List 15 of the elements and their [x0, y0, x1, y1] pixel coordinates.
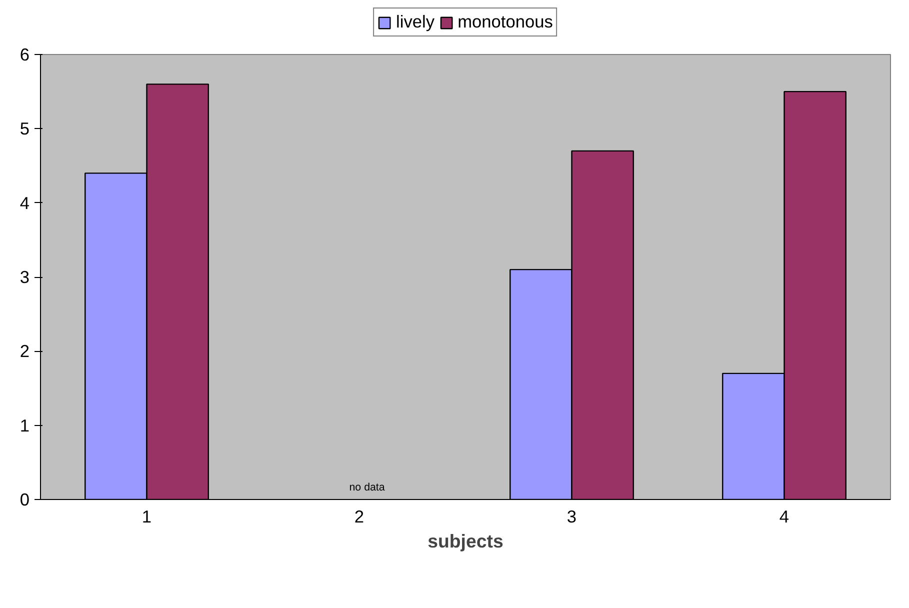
annotation: no data [349, 482, 385, 494]
x-tick-label: 3 [566, 506, 577, 526]
x-axis-title: subjects [428, 530, 504, 552]
x-tick-label: 2 [354, 506, 364, 526]
y-tick-label: 3 [20, 267, 30, 287]
legend-label: lively [396, 12, 435, 32]
y-tick-label: 0 [20, 490, 30, 510]
y-tick-label: 5 [20, 118, 30, 139]
y-tick-label: 1 [20, 415, 30, 436]
legend-label: monotonous [458, 12, 553, 32]
x-tick-label: 1 [142, 506, 152, 526]
y-tick-label: 4 [20, 192, 30, 213]
y-tick-label: 6 [20, 44, 30, 64]
y-tick-label: 2 [20, 341, 30, 362]
x-tick-label: 4 [779, 506, 790, 526]
